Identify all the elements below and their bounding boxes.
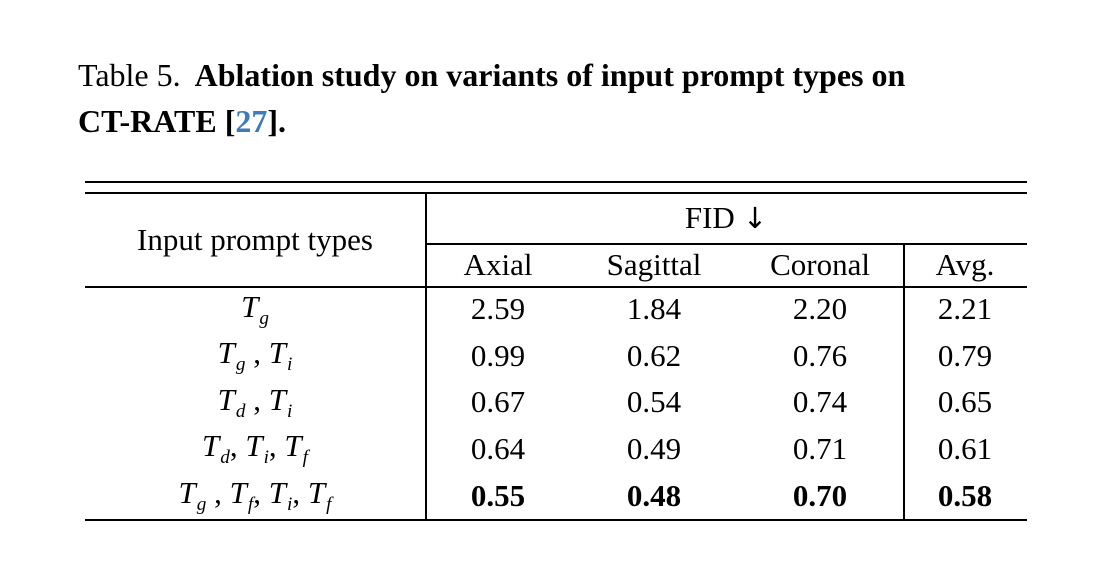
vertical-rule-labels bbox=[425, 193, 427, 521]
table-row: Tg , Tf, Ti, Tf 0.55 0.48 0.70 0.58 bbox=[85, 472, 1027, 519]
fid-value-cell: 1.84 bbox=[626, 291, 682, 327]
fid-value-cell: 2.59 bbox=[470, 291, 526, 327]
prompt-label-cell: Tg , Tf, Ti, Tf bbox=[85, 475, 425, 516]
fid-value-cell: 0.99 bbox=[470, 337, 526, 373]
col-header-avg: Avg. bbox=[935, 246, 995, 282]
table-row: Tg 2.59 1.84 2.20 2.21 bbox=[85, 286, 1027, 333]
fid-value-cell: 0.71 bbox=[792, 431, 848, 467]
col-header-coronal: Coronal bbox=[770, 246, 870, 282]
down-arrow-icon: ↓ bbox=[742, 201, 768, 235]
fid-value-cell: 0.62 bbox=[626, 337, 682, 373]
col-header-sagittal: Sagittal bbox=[606, 246, 702, 282]
fid-value-cell: 0.49 bbox=[626, 431, 682, 467]
header-bottom-rule bbox=[85, 286, 1027, 288]
vertical-rule-avg bbox=[903, 243, 905, 521]
fid-value-cell: 2.21 bbox=[937, 291, 993, 327]
prompt-type-math-label: Td , Ti bbox=[217, 381, 293, 423]
fid-value-cell: 0.64 bbox=[470, 431, 526, 467]
fid-value-cell: 0.54 bbox=[626, 384, 682, 420]
ablation-table: Input prompt types FID ↓ Axial Sagittal Co… bbox=[85, 181, 1027, 521]
fid-value-cell: 2.20 bbox=[792, 291, 848, 327]
prompt-type-math-label: Tg , Tf, Ti, Tf bbox=[178, 475, 332, 516]
prompt-type-math-label: Tg bbox=[241, 288, 269, 329]
row-header-input-prompt-types: Input prompt types bbox=[137, 221, 373, 257]
table-row: Td , Ti 0.67 0.54 0.74 0.65 bbox=[85, 379, 1027, 426]
citation-ref-27[interactable]: 27 bbox=[235, 103, 268, 139]
table-row: Td, Ti, Tf 0.64 0.49 0.71 0.61 bbox=[85, 426, 1027, 473]
caption-title-line2-suffix: ]. bbox=[267, 103, 287, 139]
fid-value-cell: 0.61 bbox=[937, 431, 993, 467]
table-bottom-rule bbox=[85, 519, 1027, 521]
fid-value-cell: 0.76 bbox=[792, 337, 848, 373]
fid-value-cell: 0.67 bbox=[470, 384, 526, 420]
fid-value-cell: 0.58 bbox=[937, 477, 993, 513]
col-header-axial: Axial bbox=[463, 246, 533, 282]
prompt-label-cell: Tg bbox=[85, 289, 425, 330]
prompt-type-math-label: Tg , Ti bbox=[217, 335, 293, 376]
fid-group-midrule bbox=[425, 243, 1027, 245]
prompt-label-cell: Td, Ti, Tf bbox=[85, 428, 425, 469]
table-top-rule-outer bbox=[85, 181, 1027, 183]
table-caption: Table 5. Ablation study on variants of in… bbox=[78, 52, 1063, 144]
caption-title-line1: Ablation study on variants of input prom… bbox=[194, 57, 906, 93]
fid-value-cell: 0.48 bbox=[626, 477, 682, 513]
caption-tag: Table 5. bbox=[78, 57, 181, 93]
prompt-label-cell: Td , Ti bbox=[85, 382, 425, 423]
fid-value-cell: 0.79 bbox=[937, 337, 993, 373]
prompt-type-math-label: Td, Ti, Tf bbox=[201, 428, 309, 469]
table-top-rule-inner bbox=[85, 192, 1027, 194]
prompt-label-cell: Tg , Ti bbox=[85, 335, 425, 376]
group-header-fid: FID ↓ bbox=[425, 193, 1027, 243]
fid-value-cell: 0.74 bbox=[792, 384, 848, 420]
column-header-row: Axial Sagittal Coronal Avg. bbox=[85, 243, 1027, 286]
fid-value-cell: 0.70 bbox=[792, 477, 848, 513]
table-row: Tg , Ti 0.99 0.62 0.76 0.79 bbox=[85, 333, 1027, 380]
caption-title-line2-prefix: CT-RATE [ bbox=[78, 103, 236, 139]
fid-value-cell: 0.65 bbox=[937, 384, 993, 420]
fid-value-cell: 0.55 bbox=[470, 477, 526, 513]
fid-label: FID bbox=[684, 200, 735, 235]
table-body: Tg 2.59 1.84 2.20 2.21 Tg , Ti 0.99 0.62 0.76 0.7… bbox=[85, 286, 1027, 519]
